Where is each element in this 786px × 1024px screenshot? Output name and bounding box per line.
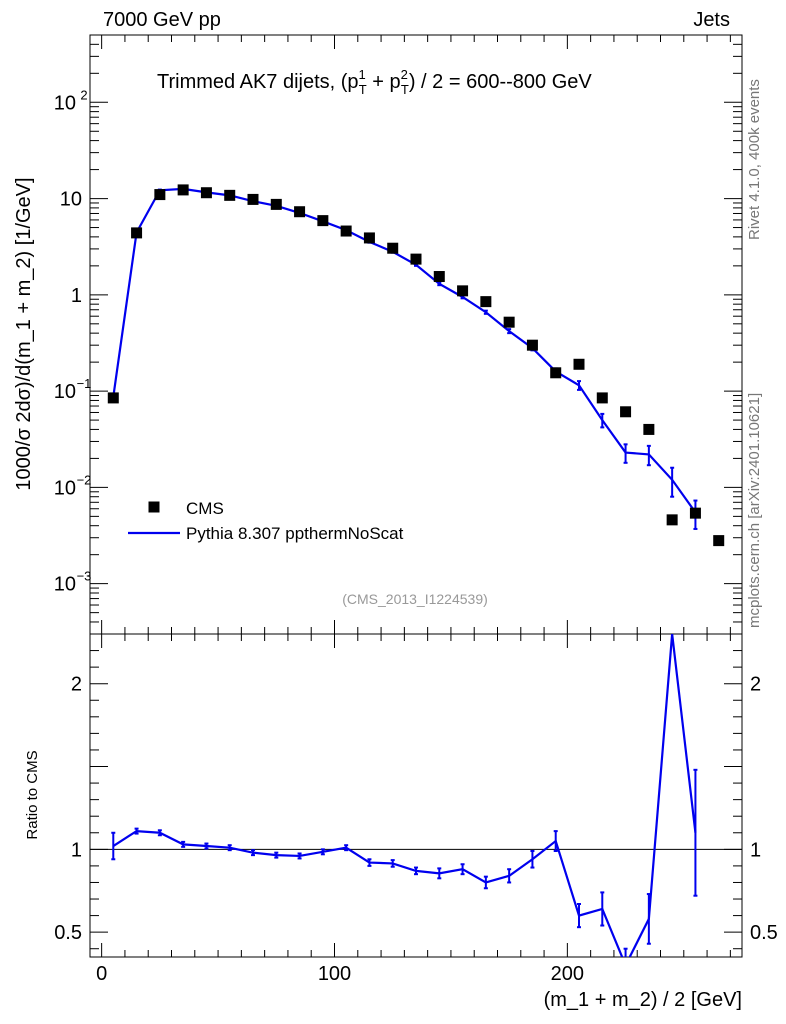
cms-data-point bbox=[666, 514, 678, 526]
cms-data-point bbox=[526, 339, 538, 351]
cms-data-point bbox=[177, 184, 189, 196]
x-tick-label: 0 bbox=[96, 963, 107, 985]
ratio-line bbox=[112, 634, 697, 957]
cms-data-point bbox=[200, 187, 212, 199]
chart-title-part: ) / 2 = 600--800 GeV bbox=[409, 71, 593, 93]
y-tick-label: 10 bbox=[54, 381, 76, 403]
cms-data-point bbox=[247, 193, 259, 205]
chart-title: Trimmed AK7 dijets, (p1 T + p2 T) / 2 = 60… bbox=[157, 67, 592, 97]
ratio-y-tick-label-right: 1 bbox=[750, 839, 761, 861]
main-plot-area bbox=[107, 184, 725, 547]
cms-data-point bbox=[596, 392, 608, 404]
pythia-line bbox=[112, 187, 697, 514]
cms-data-point bbox=[713, 535, 725, 547]
ratio-y-tick-label-right: 0.5 bbox=[750, 922, 778, 944]
y-tick-label: 10 bbox=[54, 574, 76, 596]
y-tick-label-exp: −3 bbox=[77, 569, 92, 584]
cms-data-point bbox=[270, 198, 282, 210]
ratio-y-tick-label-right: 2 bbox=[750, 674, 761, 696]
cms-data-point bbox=[503, 316, 515, 328]
cms-data-point bbox=[363, 232, 375, 244]
chart-title-part: 2 bbox=[401, 67, 408, 82]
cms-data-point bbox=[224, 189, 236, 201]
header-left: 7000 GeV pp bbox=[103, 9, 221, 31]
y-tick-label-exp: −1 bbox=[77, 376, 92, 391]
y-tick-label-exp: −2 bbox=[77, 472, 92, 487]
cms-data-point bbox=[340, 225, 352, 237]
cms-data-point bbox=[620, 406, 632, 418]
y-tick-label: 10 bbox=[54, 92, 76, 114]
cms-data-point bbox=[410, 253, 422, 265]
cms-data-point bbox=[643, 423, 655, 435]
cms-data-point bbox=[107, 392, 119, 404]
x-tick-label: 100 bbox=[318, 963, 351, 985]
ratio-y-tick-label: 2 bbox=[71, 674, 82, 696]
cms-data-point bbox=[480, 296, 492, 308]
x-tick-label: 200 bbox=[551, 963, 584, 985]
main-y-axis-label: 1000/σ 2dσ)/d(m_1 + m_2) [1/GeV] bbox=[13, 177, 35, 490]
ratio-frame bbox=[89, 633, 743, 958]
legend-pythia-label: Pythia 8.307 ppthermNoScat bbox=[186, 524, 404, 543]
header-right: Jets bbox=[693, 9, 730, 31]
legend-cms-label: CMS bbox=[186, 499, 224, 518]
cms-data-point bbox=[457, 285, 469, 297]
cms-data-point bbox=[131, 227, 143, 239]
cms-data-point bbox=[433, 271, 445, 283]
x-axis-label: (m_1 + m_2) / 2 [GeV] bbox=[544, 989, 742, 1011]
cms-data-point bbox=[689, 507, 701, 519]
cms-data-point bbox=[317, 215, 329, 227]
ratio-y-axis-label: Ratio to CMS bbox=[24, 750, 41, 839]
cms-data-point bbox=[573, 358, 585, 370]
y-tick-label-exp: 2 bbox=[80, 87, 87, 102]
chart-title-part: Trimmed AK7 dijets, (p bbox=[157, 71, 359, 93]
analysis-watermark: (CMS_2013_I1224539) bbox=[342, 591, 488, 607]
y-tick-label: 1 bbox=[71, 285, 82, 307]
main-frame bbox=[89, 34, 743, 635]
cms-data-point bbox=[294, 206, 306, 218]
chart-title-part: 1 bbox=[359, 67, 366, 82]
ratio-y-tick-label: 1 bbox=[71, 839, 82, 861]
chart-title-part: T bbox=[359, 82, 367, 97]
y-tick-label: 10 bbox=[60, 189, 82, 211]
chart-title-part: T bbox=[401, 82, 409, 97]
ratio-plot-area bbox=[111, 634, 698, 957]
cms-data-point bbox=[550, 367, 562, 379]
legend-cms-marker bbox=[148, 501, 160, 513]
cms-data-point bbox=[387, 242, 399, 254]
chart-title-part: + p bbox=[367, 71, 401, 93]
cms-data-point bbox=[154, 189, 166, 201]
y-tick-label: 10 bbox=[54, 477, 76, 499]
ratio-y-tick-label: 0.5 bbox=[54, 922, 82, 944]
